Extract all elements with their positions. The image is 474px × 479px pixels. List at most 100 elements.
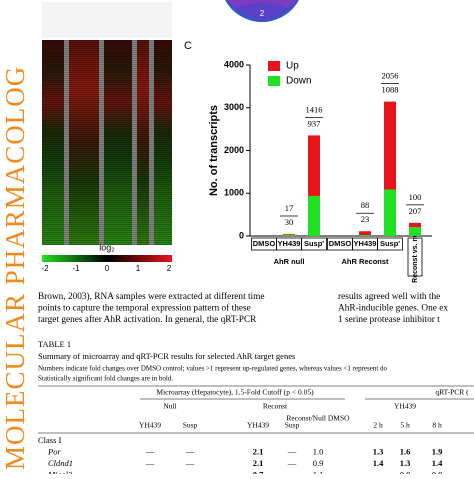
bar: [409, 227, 421, 236]
col-header: 8 h: [432, 421, 442, 430]
table-cell: —: [185, 469, 195, 474]
y-tick-label: 1000: [224, 188, 244, 198]
table-cell: Por: [47, 446, 61, 456]
legend-label: Up: [286, 61, 299, 72]
table-caption: Summary of microarray and qRT-PCR result…: [38, 351, 295, 361]
col-header: YH439: [394, 402, 416, 411]
y-tick-label: 2000: [224, 145, 244, 155]
category-box: [407, 237, 423, 277]
x-tick-label: Reconst vs. null: [412, 229, 419, 283]
value-label: 88: [361, 200, 370, 210]
y-tick-label: 0: [239, 230, 244, 240]
bar: [359, 235, 371, 236]
col-header: Microarray (Hepatocyte), 1.5-Fold Cutoff…: [156, 388, 314, 397]
value-label: 937: [308, 118, 321, 128]
scale-tick: 2: [167, 264, 172, 273]
table-cell: —: [287, 469, 297, 474]
table-cell: 1.4: [432, 458, 443, 468]
x-tick-label: YH439: [278, 239, 301, 248]
table-title: TABLE 1: [38, 339, 71, 349]
col-header: Reconst: [263, 402, 288, 411]
table-note: Statistically significant fold changes a…: [38, 375, 173, 383]
y-tick-label: 4000: [224, 59, 244, 69]
table-cell: —: [185, 446, 195, 456]
value-label: 100: [409, 192, 422, 202]
x-tick-label: Susp': [380, 239, 400, 248]
x-tick-label: DMSO: [253, 239, 276, 248]
table-cell: 1.9: [432, 446, 443, 456]
category-box: [301, 237, 327, 251]
table-cell: 2.1: [253, 446, 264, 456]
group-label: AhR null: [274, 257, 305, 266]
col-header: qRT-PCR (: [435, 388, 469, 397]
col-header: Susp: [183, 421, 198, 430]
table-cell: 1.1: [313, 469, 324, 474]
table-note: Numbers indicate fold changes over DMSO …: [38, 365, 388, 373]
bar: [308, 195, 320, 236]
col-header: Null: [163, 402, 176, 411]
table-cell: 0.8: [432, 469, 443, 474]
bar: [308, 135, 320, 196]
table-cell: —: [185, 458, 195, 468]
value-label: 1416: [306, 104, 323, 114]
scale-tick: 1: [136, 264, 141, 273]
col-header: Reconst/Null DMSO: [286, 414, 350, 423]
table-cell: —: [145, 458, 155, 468]
body-line: 1 serine protease inhibitor t: [338, 315, 440, 325]
y-axis-label: No. of transcripts: [208, 105, 220, 196]
venn-label: 2: [260, 9, 265, 18]
table-cell: —: [287, 446, 297, 456]
scale-label: log₂: [99, 242, 115, 252]
body-line: Brown, 2003), RNA samples were extracted…: [38, 291, 265, 302]
table-cell: Cldnd1: [48, 458, 73, 468]
table-cell: 1.4: [373, 458, 384, 468]
journal-title: MOLECULAR PHARMACOLOG: [0, 66, 30, 470]
body-line: points to capture the temporal expressio…: [38, 303, 251, 314]
table-cell: 0.7: [253, 469, 264, 474]
body-line: target genes after AhR activation. In ge…: [38, 314, 257, 325]
table-cell: 1.0: [313, 446, 324, 456]
value-label: 30: [285, 217, 294, 227]
col-header: 2 h: [373, 421, 383, 430]
x-tick-label: YH439: [354, 239, 377, 248]
value-label: 17: [285, 203, 294, 213]
bar: [409, 222, 421, 228]
venn: 2: [225, 0, 299, 22]
category-box: [377, 237, 403, 251]
table-cell: —: [373, 469, 383, 474]
value-label: 207: [409, 206, 422, 216]
table-cell: Class I: [38, 435, 62, 445]
table-cell: 1.6: [400, 446, 411, 456]
scale-tick: 0: [105, 264, 110, 273]
value-label: 1088: [382, 85, 399, 95]
table-cell: 0.8: [400, 469, 411, 474]
body-line: AhR-inducible genes. One ex: [338, 304, 448, 314]
bar: [283, 233, 295, 235]
spine: [0, 0, 30, 474]
value-label: 23: [361, 214, 370, 224]
x-tick-label: Susp': [304, 239, 324, 248]
bar: [359, 231, 371, 236]
table-cell: —: [145, 469, 155, 474]
table-cell: Mical2: [47, 469, 73, 474]
color-scale: [42, 255, 172, 262]
panel-label: C: [184, 40, 192, 52]
table-cell: —: [287, 458, 297, 468]
table-cell: 0.9: [313, 458, 324, 468]
value-label: 2056: [382, 71, 399, 81]
col-header: Susp: [285, 421, 300, 430]
legend-label: Down: [286, 76, 312, 87]
legend-swatch: [268, 76, 280, 86]
scale-tick: -1: [72, 264, 80, 273]
table-cell: 2.1: [253, 458, 264, 468]
bar: [384, 189, 396, 236]
col-header: YH439: [139, 421, 161, 430]
body-line: results agreed well with the: [338, 292, 440, 302]
table-cell: —: [145, 446, 155, 456]
table-cell: 1.3: [400, 458, 411, 468]
y-tick-label: 3000: [224, 102, 244, 112]
table-cell: 1.3: [373, 446, 384, 456]
col-header: YH439: [247, 421, 269, 430]
group-label: AhR Reconst: [341, 257, 389, 266]
